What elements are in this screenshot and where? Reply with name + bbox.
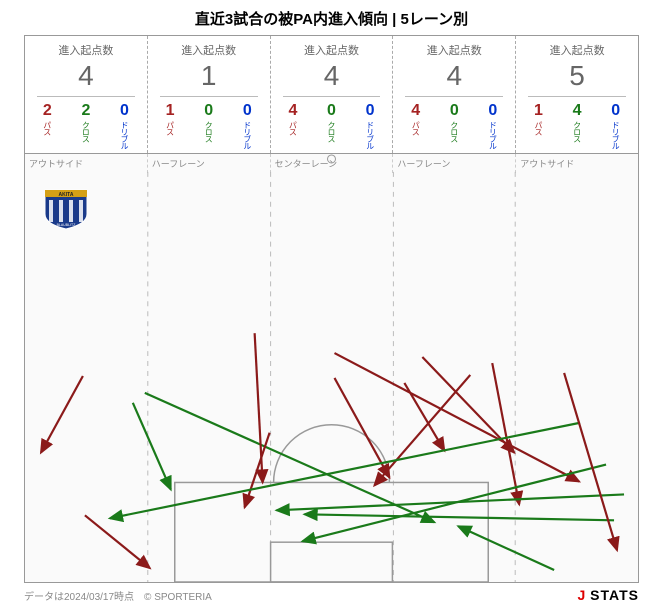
stat-breakdown: 1パス 4クロス 0ドリブル [520, 103, 634, 149]
svg-text:BLAUBLITZ: BLAUBLITZ [57, 223, 77, 227]
stat-dribble: 0ドリブル [119, 103, 130, 149]
stat-pass: 1パス [533, 103, 544, 149]
footer-credit: データは2024/03/17時点 © SPORTERIA [24, 588, 212, 603]
stat-breakdown: 2パス 2クロス 0ドリブル [29, 103, 143, 149]
stat-divider [405, 96, 503, 97]
lane-stats-row: 進入起点数42パス2クロス0ドリブル進入起点数11パス0クロス0ドリブル進入起点… [24, 35, 639, 153]
jstats-logo: J STATS [578, 587, 640, 603]
stat-breakdown: 1パス 0クロス 0ドリブル [152, 103, 266, 149]
lane-stat-2: 進入起点数 4 4パス 0クロス 0ドリブル [271, 36, 394, 153]
stat-divider [37, 96, 135, 97]
footer: データは2024/03/17時点 © SPORTERIA J STATS [24, 587, 639, 603]
stat-divider [283, 96, 381, 97]
stat-pass: 4パス [287, 103, 298, 149]
stat-pass: 1パス [165, 103, 176, 149]
pitch-svg [25, 154, 638, 582]
stat-total: 4 [397, 60, 511, 92]
stat-total: 4 [275, 60, 389, 92]
lane-stat-1: 進入起点数 1 1パス 0クロス 0ドリブル [148, 36, 271, 153]
lane-stat-4: 進入起点数 5 1パス 4クロス 0ドリブル [516, 36, 638, 153]
stat-label: 進入起点数 [520, 42, 634, 58]
stat-label: 進入起点数 [29, 42, 143, 58]
stat-total: 5 [520, 60, 634, 92]
chart-container: 直近3試合の被PA内進入傾向 | 5レーン別 進入起点数 4 2パス 2クロス 0ドリブ… [0, 0, 663, 611]
lane-stat-0: 進入起点数 4 2パス 2クロス 0ドリブル [25, 36, 148, 153]
stat-cross: 0クロス [449, 103, 460, 149]
stat-dribble: 0ドリブル [242, 103, 253, 149]
chart-title: 直近3試合の被PA内進入傾向 | 5レーン別 [0, 0, 663, 35]
stat-pass: 4パス [410, 103, 421, 149]
stat-dribble: 0ドリブル [487, 103, 498, 149]
stat-total: 1 [152, 60, 266, 92]
stat-cross: 0クロス [203, 103, 214, 149]
lane-stat-3: 進入起点数 4 4パス 0クロス 0ドリブル [393, 36, 516, 153]
stat-label: 進入起点数 [397, 42, 511, 58]
stat-label: 進入起点数 [275, 42, 389, 58]
stat-breakdown: 4パス 0クロス 0ドリブル [397, 103, 511, 149]
stat-total: 4 [29, 60, 143, 92]
stat-cross: 2クロス [80, 103, 91, 149]
stat-pass: 2パス [42, 103, 53, 149]
pitch-area: アウトサイドハーフレーンセンターレーンハーフレーンアウトサイド AKITABLA… [24, 153, 639, 583]
team-badge: AKITA BLAUBLITZ [43, 188, 89, 230]
stat-cross: 0クロス [326, 103, 337, 149]
stat-label: 進入起点数 [152, 42, 266, 58]
svg-text:AKITA: AKITA [59, 192, 74, 198]
stat-dribble: 0ドリブル [610, 103, 621, 149]
stat-cross: 4クロス [572, 103, 583, 149]
stat-dribble: 0ドリブル [365, 103, 376, 149]
stat-divider [528, 96, 626, 97]
stat-breakdown: 4パス 0クロス 0ドリブル [275, 103, 389, 149]
stat-divider [160, 96, 258, 97]
jstats-stats: STATS [585, 587, 639, 603]
